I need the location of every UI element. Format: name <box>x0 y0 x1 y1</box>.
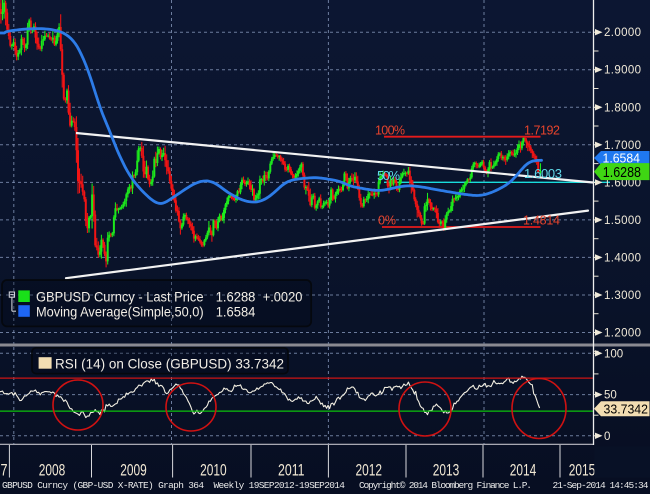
svg-text:100: 100 <box>604 348 623 360</box>
svg-text:1.9000: 1.9000 <box>604 65 641 77</box>
svg-text:2014: 2014 <box>510 462 537 480</box>
svg-text:1.7000: 1.7000 <box>604 140 641 152</box>
svg-text:1.6000: 1.6000 <box>604 177 641 189</box>
svg-text:RSI (14) on Close (GBPUSD) 33.: RSI (14) on Close (GBPUSD) 33.7342 <box>55 356 284 371</box>
svg-text:50%: 50% <box>377 168 400 183</box>
svg-text:100%: 100% <box>375 124 405 138</box>
svg-text:1.7192: 1.7192 <box>524 124 560 138</box>
svg-text:2012: 2012 <box>356 462 383 480</box>
svg-text:2008: 2008 <box>39 462 66 480</box>
svg-text:1.6584: 1.6584 <box>603 152 641 166</box>
svg-text:1.6584: 1.6584 <box>216 304 256 319</box>
svg-text:1.4000: 1.4000 <box>604 252 641 264</box>
svg-text:1.8000: 1.8000 <box>604 102 641 114</box>
svg-text:1.3000: 1.3000 <box>604 290 641 302</box>
svg-text:1.5000: 1.5000 <box>604 215 641 227</box>
svg-text:33.7342: 33.7342 <box>604 402 649 416</box>
svg-text:2009: 2009 <box>120 462 147 480</box>
svg-text:2.0000: 2.0000 <box>604 27 641 39</box>
svg-text:2010: 2010 <box>200 462 227 480</box>
svg-text:2013: 2013 <box>433 462 460 480</box>
svg-text:Moving Average(Simple,50,0): Moving Average(Simple,50,0) <box>36 304 204 319</box>
svg-text:Copyright© 2014 Bloomberg Fina: Copyright© 2014 Bloomberg Finance L.P. <box>359 480 532 491</box>
svg-text:1.6003: 1.6003 <box>524 166 562 181</box>
svg-text:0: 0 <box>604 431 610 443</box>
svg-text:GBPUSD Curncy (GBP-USD X-RATE): GBPUSD Curncy (GBP-USD X-RATE) Graph 364… <box>2 480 345 491</box>
svg-text:GBPUSD Curncy - Last Price: GBPUSD Curncy - Last Price <box>36 290 204 305</box>
svg-text:1.4814: 1.4814 <box>523 214 560 228</box>
svg-text:+.0020: +.0020 <box>263 290 303 305</box>
svg-text:2015: 2015 <box>569 462 596 480</box>
svg-text:1.6288: 1.6288 <box>216 290 256 305</box>
svg-text:50: 50 <box>604 390 617 402</box>
svg-text:1.2000: 1.2000 <box>604 328 641 340</box>
svg-text:7: 7 <box>1 462 8 480</box>
svg-text:0%: 0% <box>378 214 396 228</box>
svg-text:21-Sep-2014 14:45:34: 21-Sep-2014 14:45:34 <box>553 480 649 491</box>
svg-text:1.6288: 1.6288 <box>603 164 641 181</box>
svg-text:2011: 2011 <box>278 462 305 480</box>
